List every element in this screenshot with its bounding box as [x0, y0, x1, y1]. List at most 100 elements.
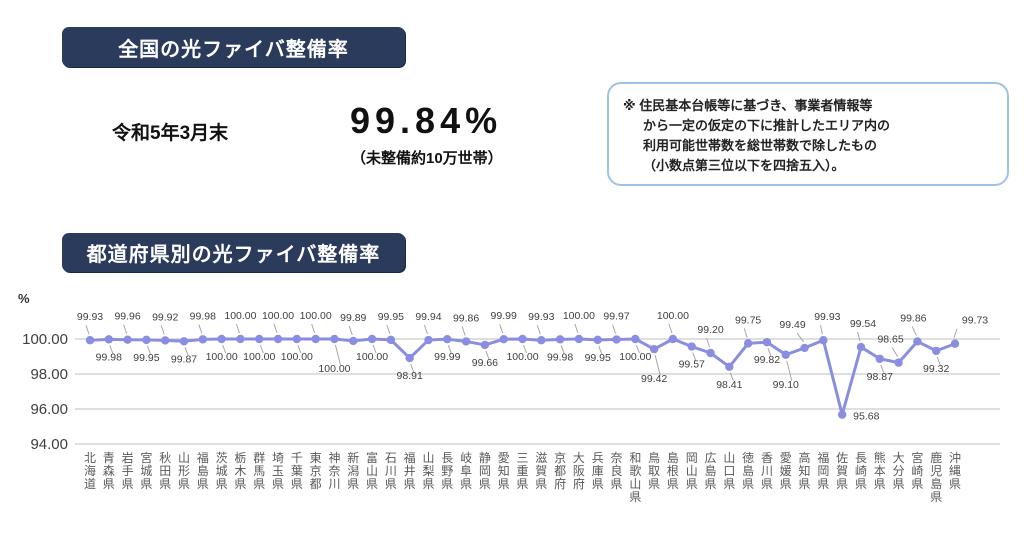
data-point	[330, 334, 339, 344]
data-point	[950, 339, 960, 348]
x-axis-label: 静岡県	[479, 451, 491, 491]
data-point	[837, 410, 847, 419]
data-point	[367, 334, 377, 344]
label-leader-line	[198, 324, 203, 334]
prefecture-line-chart: 100.00 98.00 96.00 94.00% 99.93 99.98 99.96 99.…	[18, 291, 1000, 504]
data-point	[104, 335, 114, 344]
label-leader-line	[857, 331, 861, 342]
x-axis-label: 東京都	[310, 451, 322, 491]
label-leader-line	[85, 325, 90, 335]
x-axis-label: 滋賀県	[535, 451, 547, 491]
label-leader-line	[692, 352, 697, 361]
x-axis-label: 山口県	[723, 451, 735, 491]
x-axis-label: 宮崎県	[911, 450, 923, 491]
y-axis-unit-label: %	[18, 291, 30, 306]
data-label: 98.41	[716, 379, 742, 391]
label-leader-line	[372, 344, 377, 354]
x-axis-label: 香川県	[761, 451, 773, 491]
data-point	[480, 340, 490, 350]
data-label: 99.20	[697, 324, 723, 336]
label-leader-line	[297, 344, 302, 354]
methodology-note-line: から一定の仮定の下に推計したエリア内の	[643, 118, 891, 134]
label-leader-line	[706, 337, 711, 348]
data-label: 99.86	[453, 312, 479, 324]
data-label: 95.68	[853, 411, 879, 423]
data-label: 100.00	[300, 310, 332, 322]
data-point	[631, 334, 640, 344]
methodology-note-line: ※ 住民基本台帳等に基づき、事業者情報等	[623, 98, 873, 113]
label-leader-line	[560, 345, 565, 354]
label-leader-line	[729, 372, 734, 382]
x-axis-label: 京都府	[554, 451, 566, 491]
x-axis-label: 埼玉県	[272, 451, 284, 491]
x-axis-label: 奈良県	[611, 451, 623, 491]
label-leader-line	[146, 345, 151, 355]
x-axis-label: 千葉県	[291, 451, 303, 491]
x-axis-label: 島根県	[667, 450, 679, 491]
data-point	[800, 343, 809, 353]
label-leader-line	[743, 328, 748, 338]
data-point	[612, 335, 621, 344]
data-label: 100.00	[318, 363, 350, 375]
data-label: 99.75	[735, 314, 761, 326]
label-leader-line	[668, 323, 673, 334]
label-leader-line	[447, 344, 452, 354]
data-point	[236, 334, 245, 344]
label-leader-line	[311, 323, 316, 334]
x-axis-label: 大阪府	[573, 451, 585, 491]
data-label: 100.00	[281, 351, 313, 363]
data-point	[875, 354, 884, 363]
label-leader-line	[424, 324, 428, 335]
x-axis-label: 栃木県	[234, 451, 246, 491]
label-leader-line	[786, 360, 793, 381]
data-point	[292, 334, 302, 344]
data-label: 99.73	[962, 315, 988, 327]
data-point	[443, 334, 452, 344]
data-point	[931, 346, 941, 356]
data-label: 99.97	[603, 311, 629, 323]
data-point	[574, 334, 584, 344]
x-axis-label: 兵庫県	[592, 451, 604, 491]
data-label: 99.10	[773, 379, 799, 391]
x-axis-label: 愛媛県	[780, 451, 792, 491]
x-axis-label: 和歌山県	[629, 451, 641, 504]
x-axis-label: 秋田県	[159, 451, 171, 491]
label-leader-line	[523, 344, 527, 354]
x-axis-label: 三重県	[516, 451, 528, 491]
label-leader-line	[574, 323, 579, 334]
data-label: 99.95	[585, 352, 611, 364]
data-point	[179, 337, 189, 346]
data-point	[142, 335, 151, 345]
data-label: 99.87	[171, 353, 197, 365]
data-label: 99.98	[96, 351, 122, 363]
data-label: 100.00	[262, 310, 294, 322]
label-leader-line	[184, 347, 189, 356]
label-leader-line	[536, 325, 541, 335]
data-label: 100.00	[563, 310, 595, 322]
x-axis-label: 徳島県	[742, 450, 754, 491]
national-rate-header-label: 全国の光ファイバ整備率	[118, 38, 349, 61]
x-axis-label: 富山県	[366, 450, 378, 491]
x-axis-label: 北海道	[84, 451, 96, 491]
label-leader-line	[410, 363, 415, 373]
data-label: 100.00	[619, 351, 651, 363]
data-point	[856, 342, 866, 352]
data-point	[255, 334, 264, 344]
data-label: 99.99	[491, 310, 517, 322]
data-point	[161, 336, 170, 345]
label-leader-line	[461, 326, 466, 336]
data-point	[819, 336, 828, 345]
label-leader-line	[911, 326, 917, 336]
data-point	[499, 334, 508, 344]
x-axis-label: 山形県	[178, 451, 190, 491]
x-axis-label: 茨城県	[216, 451, 228, 491]
label-leader-line	[109, 345, 114, 354]
x-axis-label: 長崎県	[855, 451, 867, 491]
label-leader-line	[598, 345, 603, 355]
data-point	[725, 362, 734, 372]
x-axis-label: 岩手県	[122, 450, 134, 491]
data-label: 99.98	[190, 310, 216, 322]
x-axis-label: 長野県	[441, 451, 453, 491]
data-label: 100.00	[657, 310, 689, 322]
